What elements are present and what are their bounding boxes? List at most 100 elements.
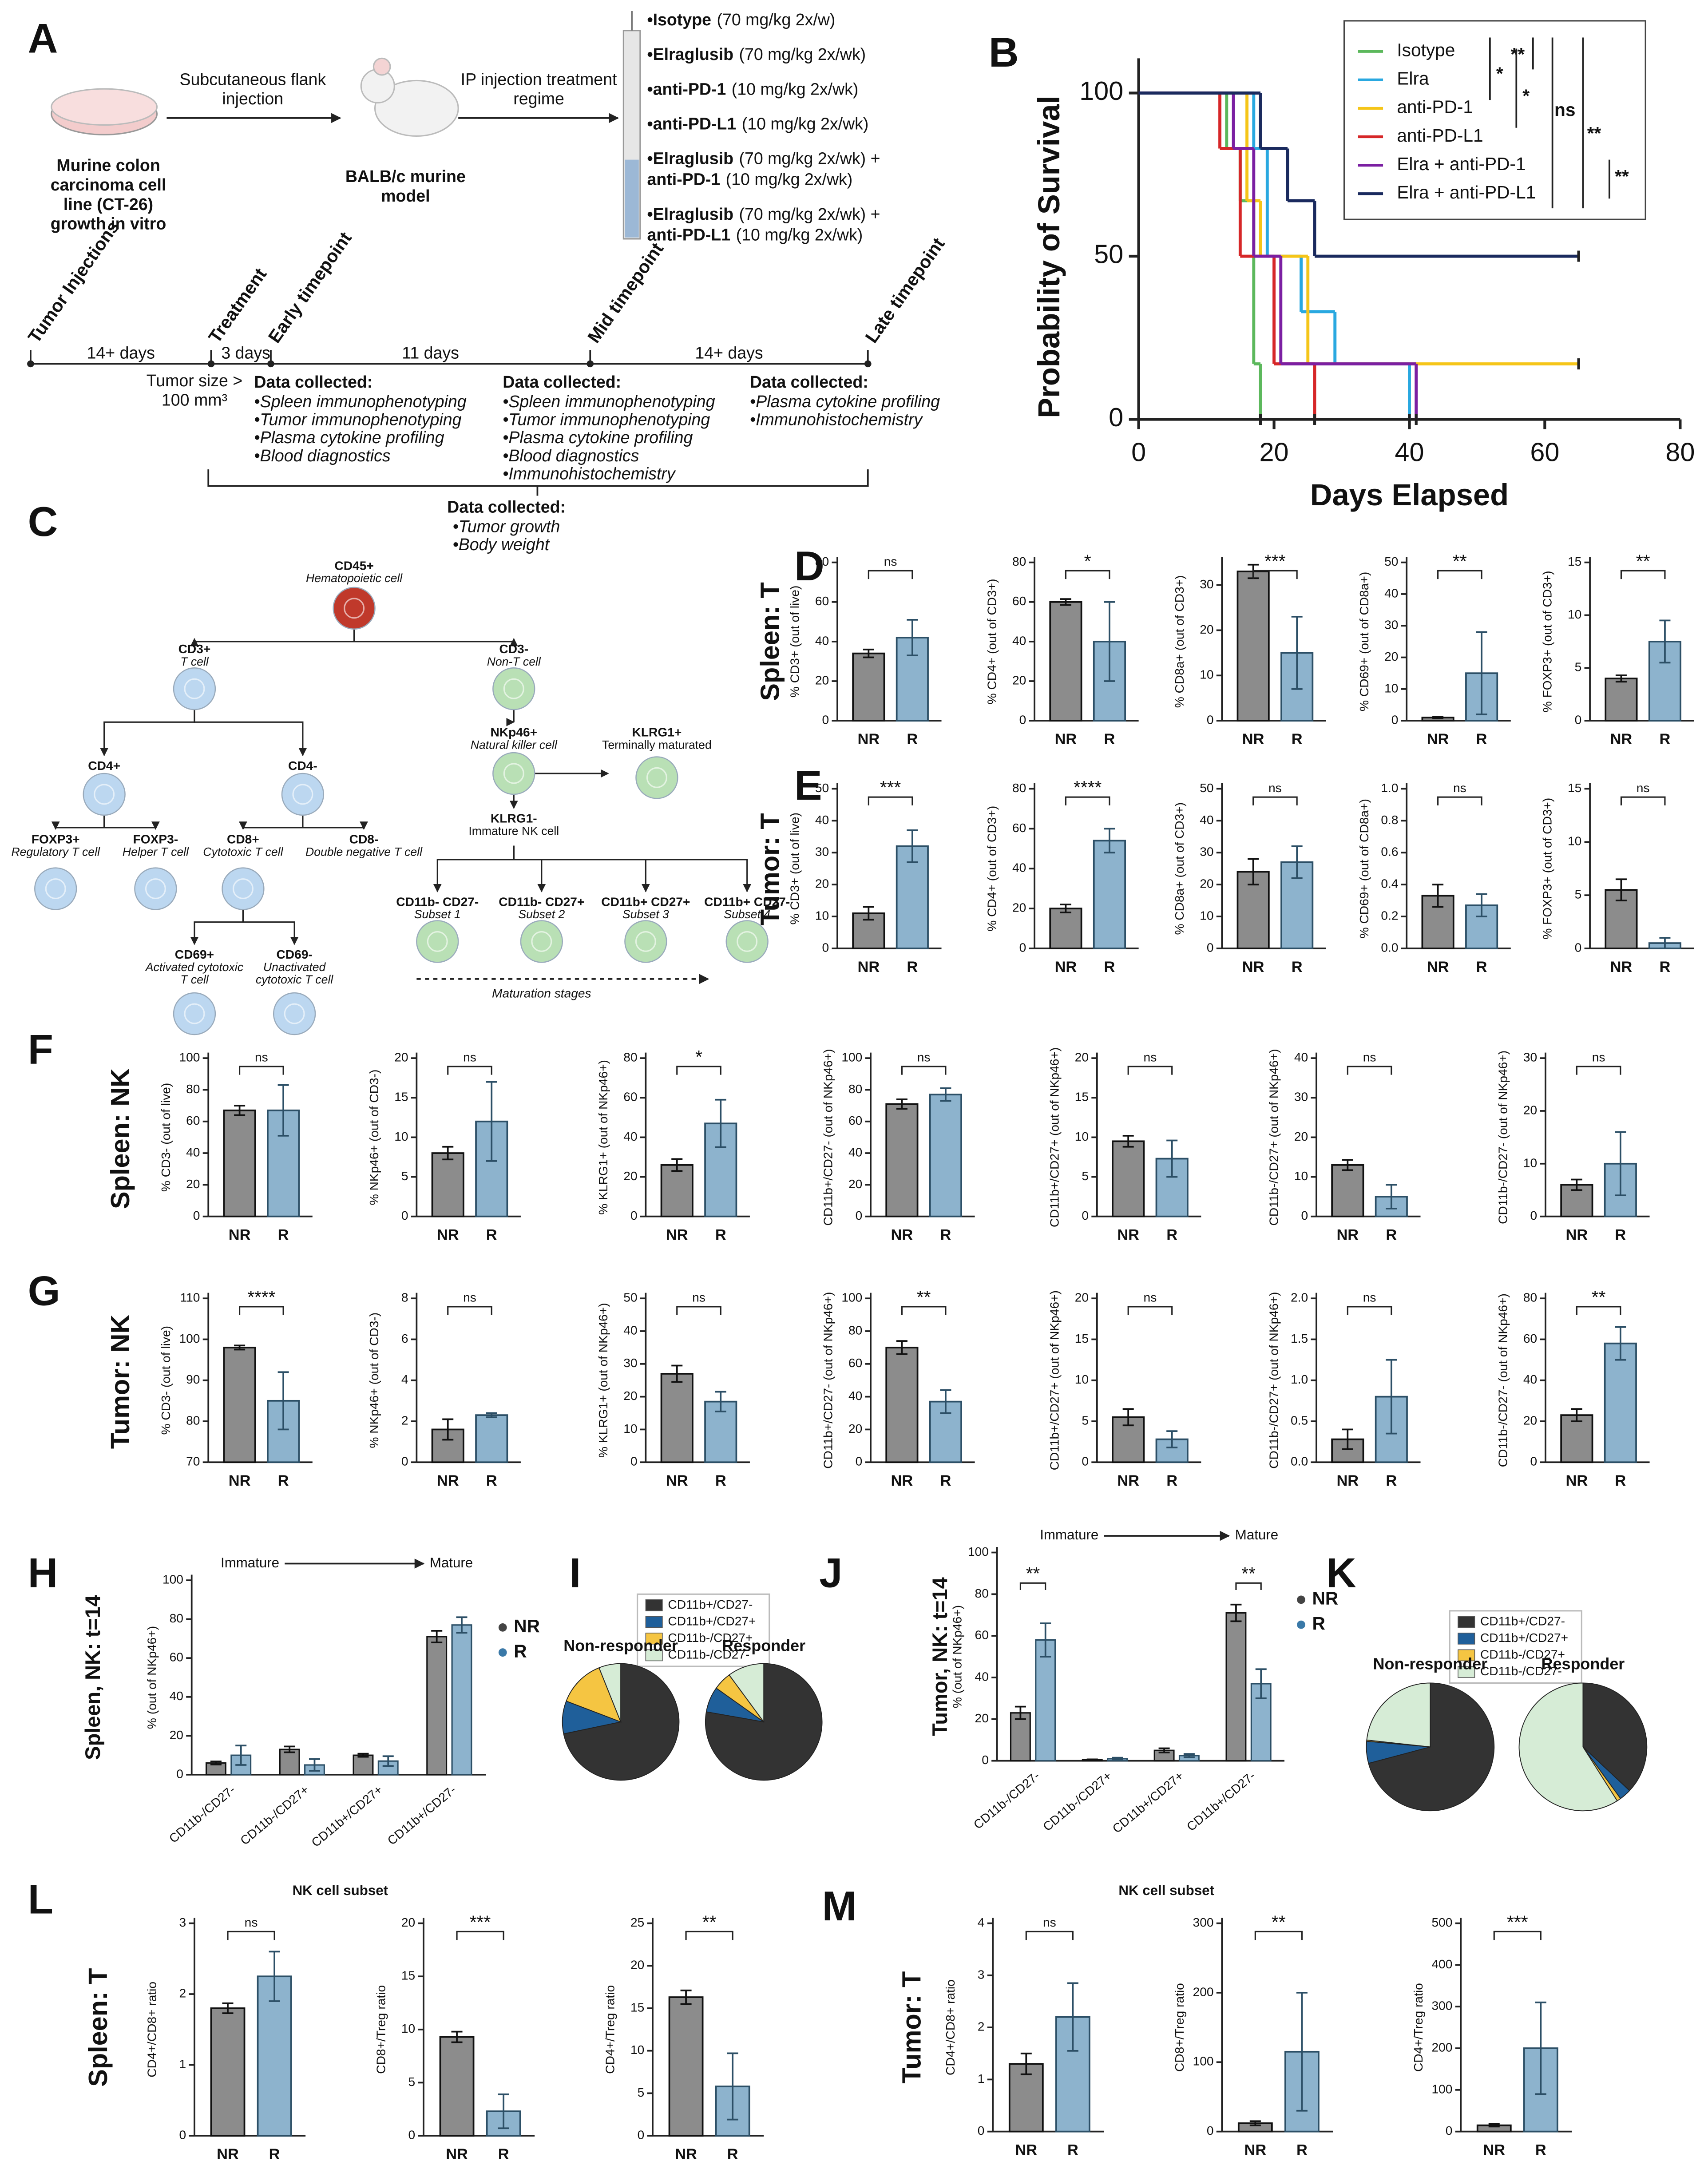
- y-tick-label: 100: [179, 1051, 200, 1064]
- cell-line-label: Murine colon: [56, 156, 160, 174]
- x-tick-label: R: [1166, 1227, 1177, 1244]
- treatment-name: •Elraglusib: [647, 205, 734, 223]
- y-tick-label: 80: [1523, 1291, 1537, 1305]
- node-label: FOXP3-: [133, 833, 178, 846]
- legend-swatch: [1458, 1633, 1475, 1645]
- y-tick-label: 0: [1530, 1455, 1538, 1468]
- x-tick-label: R: [907, 959, 918, 976]
- legend-marker: [498, 1648, 507, 1657]
- legend-label: CD11b+/CD27-: [1480, 1614, 1565, 1628]
- y-tick-label: 20: [186, 1177, 200, 1191]
- x-tick-label: 40: [1395, 437, 1424, 467]
- y-tick-label: 40: [186, 1145, 200, 1159]
- x-tick-label: R: [940, 1227, 951, 1244]
- x-tick-label: NR: [1015, 2142, 1037, 2159]
- collected-heading: Data collected:: [503, 373, 621, 391]
- y-axis-label: % CD69+ (out of CD8a+): [1357, 799, 1371, 938]
- significance-bracket: [1025, 1931, 1074, 1940]
- significance: ns: [1144, 1051, 1157, 1064]
- y-tick-label: 0: [1446, 2124, 1453, 2137]
- bar: [451, 1624, 472, 1776]
- significance-bracket: [1576, 1066, 1621, 1075]
- y-tick-label: 1.5: [1291, 1332, 1308, 1345]
- significance: ****: [1074, 777, 1102, 797]
- y-tick-label: 100: [1193, 2054, 1214, 2068]
- interval-label: 14+ days: [87, 343, 155, 362]
- cell-nucleus: [531, 931, 552, 952]
- bar: [1049, 908, 1082, 949]
- y-tick-label: 60: [1523, 1332, 1537, 1345]
- x-tick-label: NR: [1427, 731, 1449, 748]
- y-tick-label: 40: [848, 1145, 862, 1159]
- bar: [1605, 678, 1638, 722]
- legend-label: CD11b+/CD27+: [668, 1614, 756, 1628]
- y-tick-label: 30: [623, 1356, 637, 1370]
- y-tick-label: 100: [841, 1051, 862, 1064]
- significance: ns: [884, 555, 897, 568]
- y-tick-label: 80: [848, 1323, 862, 1337]
- y-tick-label: 20: [630, 1958, 644, 1972]
- y-tick-label: 0.4: [1381, 877, 1398, 891]
- node-sub: Helper T cell: [123, 845, 189, 858]
- row-title: Spleen: T: [755, 582, 785, 701]
- x-tick-label: R: [1476, 731, 1487, 748]
- panel-label: H: [28, 1549, 58, 1596]
- y-tick-label: 40: [975, 1669, 989, 1683]
- cell-nucleus: [232, 878, 254, 900]
- collected-item: •Tumor immunophenotyping: [503, 410, 710, 429]
- cell-nucleus: [635, 931, 656, 952]
- x-tick-label: NR: [891, 1472, 913, 1489]
- node-label: CD4-: [288, 759, 317, 773]
- interval-label: 11 days: [402, 343, 459, 362]
- y-axis-label: CD11b-/CD27- (out of NKp46+): [1496, 1293, 1510, 1467]
- y-axis-label: % (out of NKp46+): [950, 1605, 964, 1708]
- node-sub: Regulatory T cell: [11, 845, 100, 858]
- significance: ***: [880, 777, 901, 797]
- y-tick-label: 80: [975, 1586, 989, 1600]
- y-tick-label: 20: [1012, 673, 1026, 687]
- y-axis-label: % CD8a+ (out of CD3+): [1173, 802, 1186, 935]
- significance-bracket: [1252, 570, 1298, 579]
- panel-label: K: [1326, 1549, 1356, 1596]
- row-title: Spleen: NK: [105, 1068, 135, 1209]
- collected-item: •Plasma cytokine profiling: [254, 428, 444, 447]
- y-tick-label: 15: [394, 1090, 408, 1104]
- y-tick-label: 0.5: [1291, 1413, 1308, 1427]
- significance: ns: [245, 1915, 258, 1929]
- y-tick-label: 110: [180, 1291, 200, 1305]
- y-tick-label: 6: [401, 1332, 408, 1345]
- step-label: injection: [222, 89, 283, 108]
- significance: ns: [1144, 1291, 1157, 1305]
- y-tick-label: 40: [815, 634, 829, 647]
- y-tick-label: 20: [1294, 1130, 1308, 1143]
- significance: ns: [917, 1051, 931, 1064]
- model-label: model: [381, 186, 430, 205]
- y-tick-label: 10: [1200, 668, 1213, 682]
- significance: **: [1272, 1911, 1286, 1932]
- legend-label: CD11b-/CD27+: [668, 1631, 753, 1645]
- y-tick-label: 4: [401, 1372, 408, 1386]
- y-axis-label: % CD3+ (out of live): [788, 586, 802, 698]
- x-tick-label: NR: [1242, 731, 1264, 748]
- significance-bracket: [239, 1066, 284, 1075]
- tree-edge: [513, 845, 752, 892]
- x-tick-label: NR: [1336, 1472, 1359, 1489]
- arrow-label: Immature: [221, 1555, 279, 1570]
- significance-bracket: [1252, 796, 1298, 805]
- bar: [852, 652, 885, 722]
- y-tick-label: 60: [975, 1628, 989, 1642]
- treatment: anti-PD-L1 (10 mg/kg 2x/wk): [647, 226, 863, 244]
- y-tick-label: 0: [1301, 1209, 1308, 1222]
- node-sub: Subset 1: [414, 908, 461, 921]
- y-tick-label: 2: [401, 1413, 408, 1427]
- node-label: FOXP3+: [32, 833, 80, 846]
- cell-line-label: growth in vitro: [51, 214, 166, 233]
- y-tick-label: 20: [170, 1728, 183, 1742]
- petri-dish-rim: [51, 88, 158, 126]
- y-tick-label: 80: [623, 1051, 637, 1064]
- significance: *: [1496, 63, 1503, 84]
- cell-nucleus: [94, 784, 115, 805]
- x-tick-label: NR: [1336, 1227, 1359, 1244]
- bar: [929, 1094, 962, 1217]
- y-tick-label: 80: [815, 555, 829, 568]
